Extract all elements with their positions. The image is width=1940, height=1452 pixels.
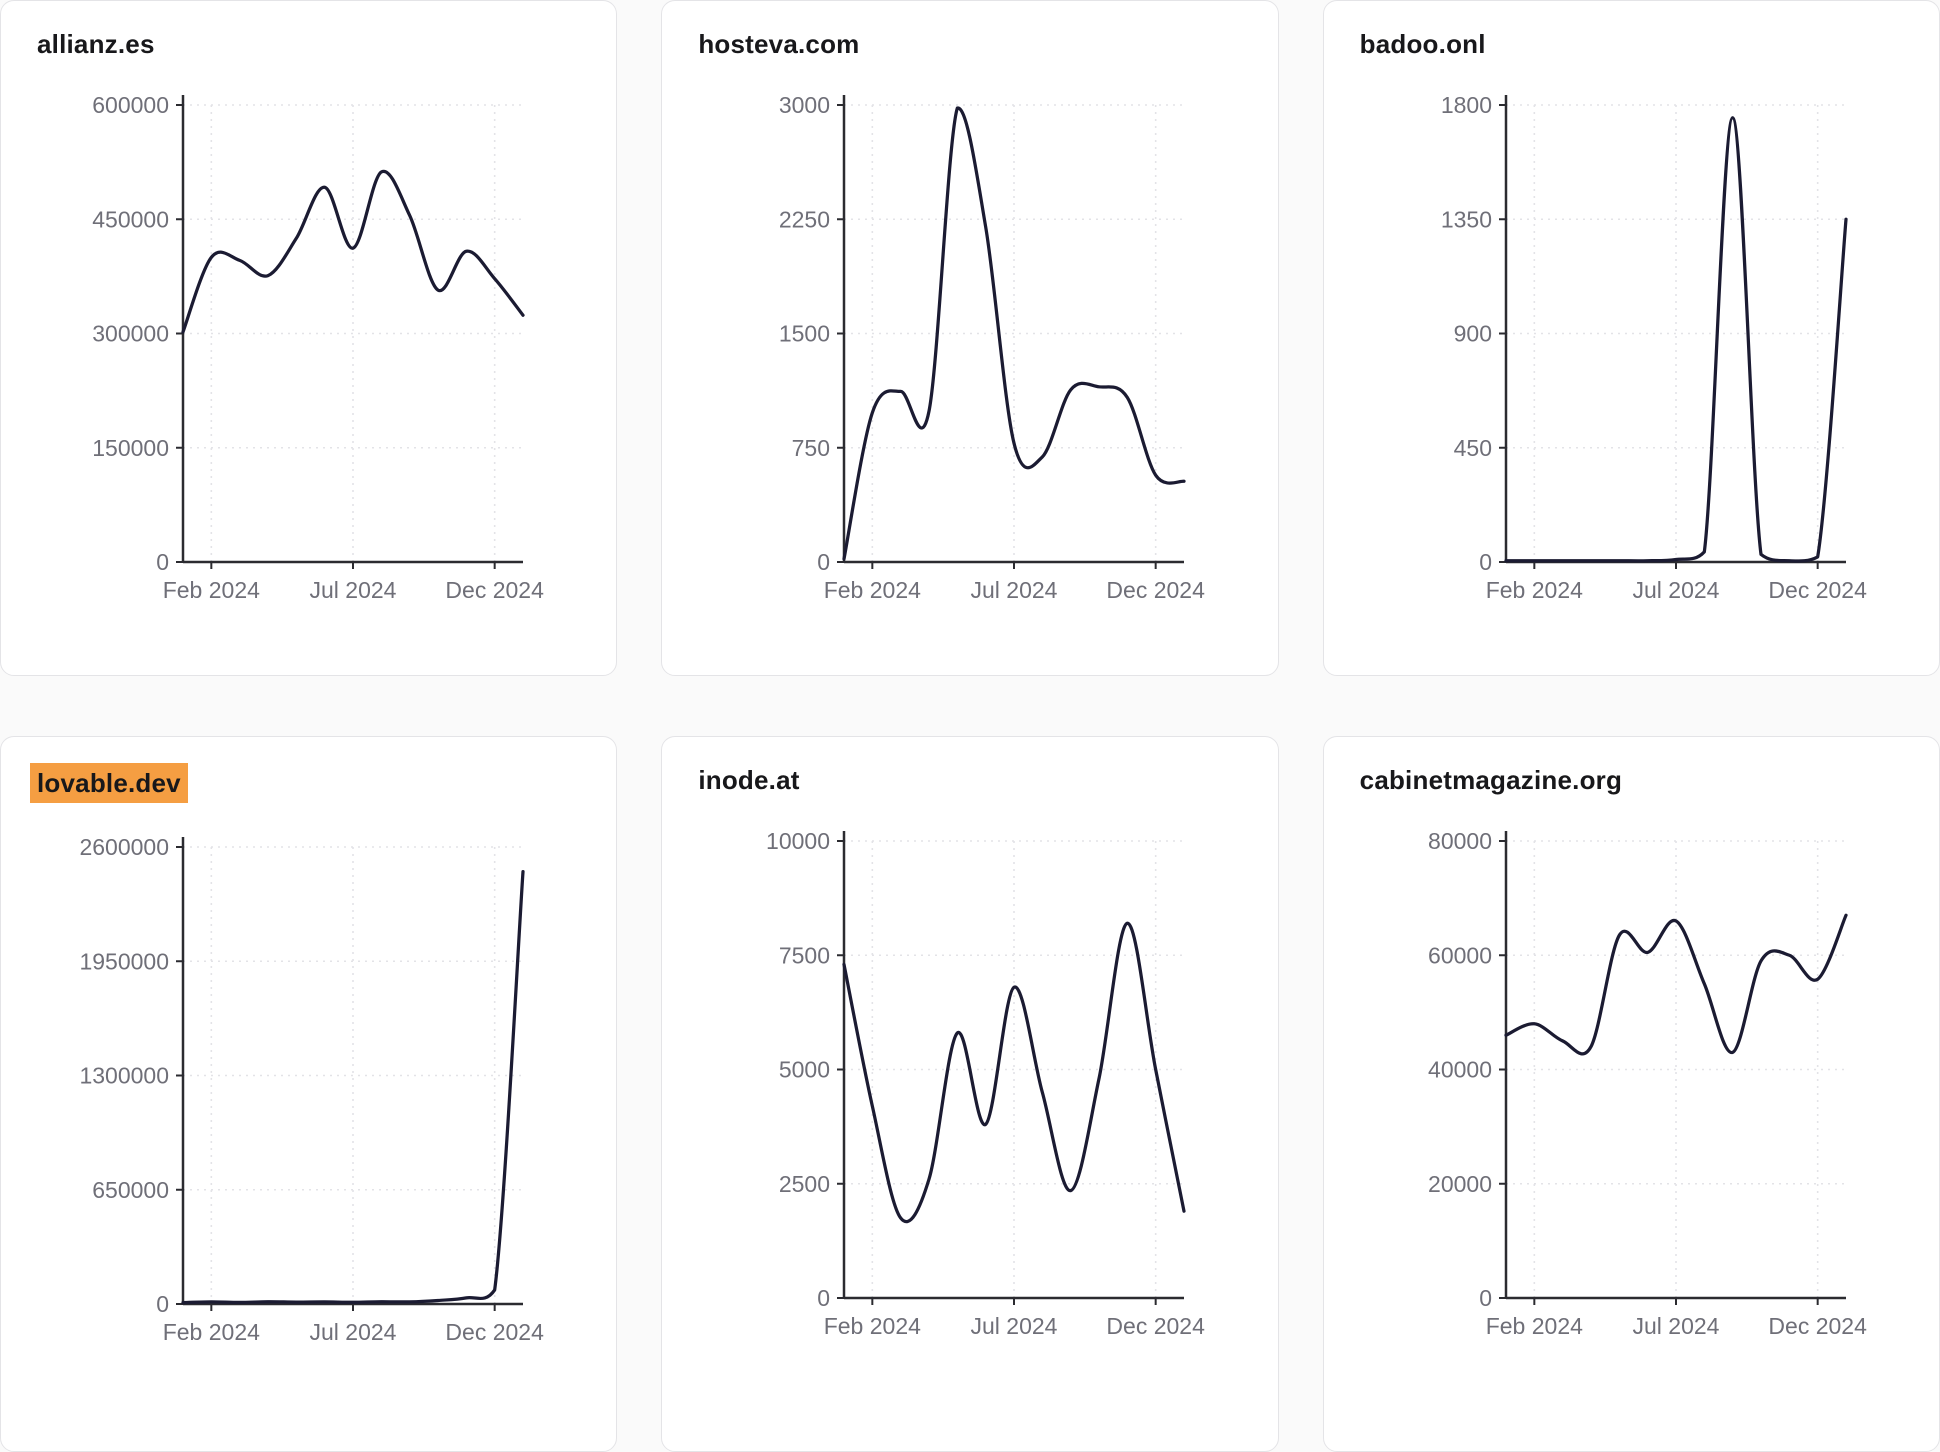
chart-card: lovable.dev 0 650000 1300000 1950000 2600000…	[0, 736, 618, 1452]
y-tick-label: 450000	[92, 206, 169, 232]
chart-title: lovable.dev	[30, 763, 616, 803]
chart-card: allianz.es 0 150000 300000 450000 600000 Feb …	[0, 0, 618, 676]
x-tick-label: Dec 2024	[1768, 577, 1867, 603]
y-tick-label: 0	[1479, 549, 1492, 575]
x-tick-label: Jul 2024	[971, 1313, 1058, 1339]
y-tick-label: 7500	[779, 942, 830, 968]
y-tick-label: 0	[818, 1285, 831, 1311]
line-chart: 0 20000 40000 60000 80000 Feb 2024 Jul 2024 Dec…	[1428, 828, 1867, 1339]
chart-card: badoo.onl 0 450 900 1350 1800 Feb 2024 Jul 202…	[1322, 0, 1940, 676]
series-line	[181, 869, 525, 1305]
chart-card: hosteva.com 0 750 1500 2250 3000 Feb 2024 Jul …	[661, 0, 1279, 676]
chart-title-text[interactable]: cabinetmagazine.org	[1359, 765, 1623, 795]
y-tick-label: 20000	[1428, 1171, 1492, 1197]
y-tick-label: 300000	[92, 321, 169, 347]
y-tick-label: 60000	[1428, 942, 1492, 968]
line-chart: 0 750 1500 2250 3000 Feb 2024 Jul 2024 Dec 2024	[779, 92, 1206, 603]
x-tick-label: Dec 2024	[1107, 1313, 1206, 1339]
chart-title-text[interactable]: lovable.dev	[30, 763, 188, 803]
chart-title: inode.at	[698, 763, 1277, 797]
y-tick-label: 5000	[779, 1057, 830, 1083]
chart-card: inode.at 0 2500 5000 7500 10000 Feb 2024 Jul 2…	[661, 736, 1279, 1452]
y-tick-label: 80000	[1428, 828, 1492, 854]
x-tick-label: Dec 2024	[445, 1319, 544, 1345]
chart-title-text[interactable]: allianz.es	[37, 29, 155, 59]
x-tick-label: Jul 2024	[1632, 577, 1719, 603]
y-tick-label: 600000	[92, 92, 169, 118]
x-tick-label: Dec 2024	[445, 577, 544, 603]
y-tick-label: 1500	[779, 321, 830, 347]
x-tick-label: Feb 2024	[1485, 577, 1582, 603]
series-line	[842, 921, 1186, 1224]
y-tick-label: 0	[156, 1291, 169, 1317]
x-tick-label: Feb 2024	[824, 1313, 921, 1339]
y-tick-label: 2250	[779, 206, 830, 232]
x-tick-label: Dec 2024	[1107, 577, 1206, 603]
y-tick-label: 3000	[779, 92, 830, 118]
y-tick-label: 2500	[779, 1171, 830, 1197]
x-tick-label: Jul 2024	[310, 577, 397, 603]
line-chart: 0 450 900 1350 1800 Feb 2024 Jul 2024 Dec 2024	[1440, 92, 1867, 603]
chart-title-text[interactable]: badoo.onl	[1359, 29, 1486, 59]
chart-title: allianz.es	[37, 27, 616, 61]
x-tick-label: Feb 2024	[163, 577, 260, 603]
x-tick-label: Dec 2024	[1768, 1313, 1867, 1339]
chart-title-text[interactable]: hosteva.com	[698, 29, 860, 59]
y-tick-label: 1950000	[79, 948, 169, 974]
series-line	[842, 106, 1186, 561]
y-tick-label: 1350	[1440, 206, 1491, 232]
x-tick-label: Jul 2024	[1632, 1313, 1719, 1339]
line-chart: 0 150000 300000 450000 600000 Feb 2024 Jul 202…	[92, 92, 544, 603]
y-tick-label: 450	[1453, 435, 1491, 461]
y-tick-label: 40000	[1428, 1057, 1492, 1083]
y-tick-label: 2600000	[79, 834, 169, 860]
y-tick-label: 150000	[92, 435, 169, 461]
chart-title-text[interactable]: inode.at	[698, 765, 800, 795]
series-line	[181, 169, 525, 334]
y-tick-label: 0	[156, 549, 169, 575]
x-tick-label: Feb 2024	[824, 577, 921, 603]
x-tick-label: Jul 2024	[310, 1319, 397, 1345]
y-tick-label: 10000	[766, 828, 830, 854]
line-chart: 0 650000 1300000 1950000 2600000 Feb 2024 Jul …	[79, 834, 544, 1345]
chart-title: cabinetmagazine.org	[1360, 763, 1939, 797]
y-tick-label: 900	[1453, 321, 1491, 347]
y-tick-label: 0	[1479, 1285, 1492, 1311]
series-line	[1504, 913, 1848, 1056]
y-tick-label: 750	[792, 435, 830, 461]
series-line	[1504, 116, 1848, 563]
y-tick-label: 1800	[1440, 92, 1491, 118]
y-tick-label: 650000	[92, 1177, 169, 1203]
x-tick-label: Feb 2024	[1485, 1313, 1582, 1339]
chart-card: cabinetmagazine.org 0 20000 40000 60000 8000…	[1322, 736, 1940, 1452]
y-tick-label: 1300000	[79, 1063, 169, 1089]
chart-title: badoo.onl	[1360, 27, 1939, 61]
x-tick-label: Feb 2024	[163, 1319, 260, 1345]
chart-title: hosteva.com	[698, 27, 1277, 61]
y-tick-label: 0	[818, 549, 831, 575]
x-tick-label: Jul 2024	[971, 577, 1058, 603]
line-chart: 0 2500 5000 7500 10000 Feb 2024 Jul 2024 Dec 20…	[766, 828, 1206, 1339]
